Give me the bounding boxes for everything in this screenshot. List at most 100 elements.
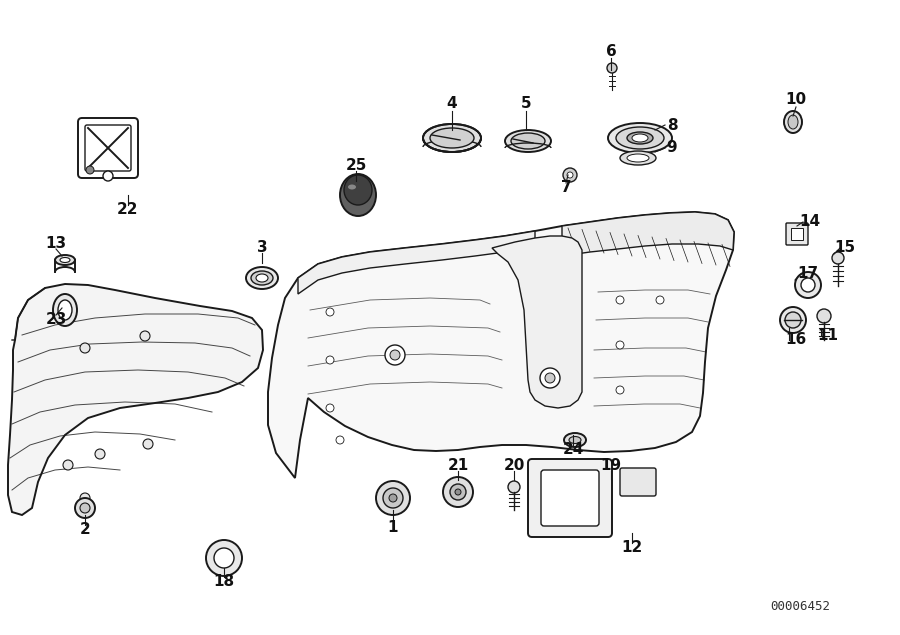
Ellipse shape — [505, 130, 551, 152]
Circle shape — [103, 171, 113, 181]
Text: 2: 2 — [79, 523, 90, 537]
Ellipse shape — [246, 267, 278, 289]
Ellipse shape — [430, 128, 474, 148]
FancyBboxPatch shape — [541, 470, 599, 526]
Text: 1: 1 — [388, 519, 398, 535]
Circle shape — [390, 350, 400, 360]
Circle shape — [326, 356, 334, 364]
Circle shape — [607, 63, 617, 73]
Text: 4: 4 — [446, 95, 457, 110]
Circle shape — [785, 312, 801, 328]
Text: 21: 21 — [447, 458, 469, 474]
Text: 25: 25 — [346, 157, 366, 173]
Ellipse shape — [251, 271, 273, 285]
Ellipse shape — [632, 134, 648, 142]
Circle shape — [326, 308, 334, 316]
Text: 9: 9 — [667, 140, 678, 156]
Ellipse shape — [511, 133, 545, 149]
Text: 19: 19 — [600, 458, 622, 474]
Ellipse shape — [256, 274, 268, 282]
Ellipse shape — [340, 174, 376, 216]
Text: 14: 14 — [799, 215, 821, 229]
Circle shape — [376, 481, 410, 515]
Circle shape — [143, 439, 153, 449]
Circle shape — [832, 252, 844, 264]
Text: 6: 6 — [606, 44, 616, 60]
Circle shape — [780, 307, 806, 333]
Text: 16: 16 — [786, 333, 806, 347]
Text: 11: 11 — [817, 328, 839, 342]
Ellipse shape — [784, 111, 802, 133]
Circle shape — [443, 477, 473, 507]
Circle shape — [656, 296, 664, 304]
Circle shape — [540, 368, 560, 388]
Circle shape — [383, 488, 403, 508]
Ellipse shape — [348, 185, 356, 189]
Text: 8: 8 — [667, 117, 678, 133]
FancyBboxPatch shape — [791, 228, 803, 240]
Circle shape — [801, 278, 815, 292]
Text: 3: 3 — [256, 239, 267, 255]
Circle shape — [567, 172, 573, 178]
Circle shape — [385, 345, 405, 365]
Circle shape — [214, 548, 234, 568]
Ellipse shape — [423, 124, 481, 152]
Text: 00006452: 00006452 — [770, 599, 830, 613]
Ellipse shape — [788, 115, 798, 129]
Ellipse shape — [344, 175, 372, 205]
Polygon shape — [492, 236, 582, 408]
Circle shape — [336, 436, 344, 444]
Text: 10: 10 — [786, 93, 806, 107]
Circle shape — [95, 449, 105, 459]
Circle shape — [455, 489, 461, 495]
Circle shape — [80, 493, 90, 503]
Text: 5: 5 — [521, 95, 531, 110]
Text: 13: 13 — [45, 236, 67, 250]
Text: 15: 15 — [834, 241, 856, 255]
Circle shape — [206, 540, 242, 576]
Ellipse shape — [620, 151, 656, 165]
FancyBboxPatch shape — [528, 459, 612, 537]
Circle shape — [326, 404, 334, 412]
Circle shape — [450, 484, 466, 500]
Circle shape — [140, 331, 150, 341]
Circle shape — [616, 341, 624, 349]
Circle shape — [563, 168, 577, 182]
Ellipse shape — [616, 127, 664, 149]
Circle shape — [795, 272, 821, 298]
Circle shape — [508, 481, 520, 493]
Polygon shape — [298, 231, 535, 294]
Ellipse shape — [627, 132, 653, 144]
FancyBboxPatch shape — [85, 125, 131, 171]
Circle shape — [389, 494, 397, 502]
FancyBboxPatch shape — [620, 468, 656, 496]
Ellipse shape — [564, 433, 586, 447]
Circle shape — [63, 460, 73, 470]
Circle shape — [80, 503, 90, 513]
Ellipse shape — [608, 123, 672, 153]
Circle shape — [817, 309, 831, 323]
Polygon shape — [268, 212, 734, 478]
Text: 17: 17 — [797, 267, 819, 281]
Text: 18: 18 — [213, 575, 235, 589]
Ellipse shape — [58, 300, 72, 320]
Circle shape — [80, 343, 90, 353]
Polygon shape — [8, 284, 263, 515]
FancyBboxPatch shape — [78, 118, 138, 178]
Text: 24: 24 — [562, 443, 584, 457]
Circle shape — [616, 296, 624, 304]
Text: 20: 20 — [503, 458, 525, 474]
Ellipse shape — [53, 294, 77, 326]
Circle shape — [616, 386, 624, 394]
Circle shape — [75, 498, 95, 518]
Text: 22: 22 — [117, 203, 139, 218]
Ellipse shape — [55, 255, 75, 265]
Circle shape — [545, 373, 555, 383]
Circle shape — [86, 166, 94, 174]
Polygon shape — [562, 212, 734, 256]
Text: 7: 7 — [561, 180, 572, 196]
Ellipse shape — [569, 436, 581, 443]
FancyBboxPatch shape — [786, 223, 808, 245]
Text: 23: 23 — [45, 312, 67, 328]
Ellipse shape — [627, 154, 649, 162]
